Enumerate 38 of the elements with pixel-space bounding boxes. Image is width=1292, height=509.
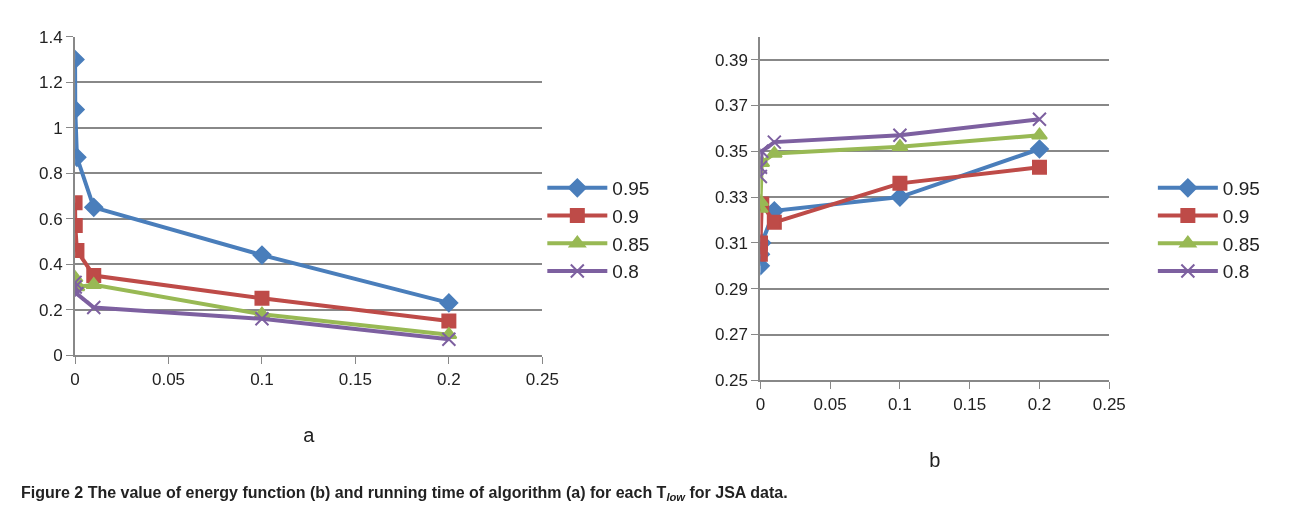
y-tick-label: 0.27 xyxy=(714,325,748,345)
y-tick-label: 0.39 xyxy=(714,50,748,70)
x-tick-label: 0 xyxy=(755,394,766,414)
legend-label: 0.8 xyxy=(1222,261,1250,283)
y-tick-label: 0.37 xyxy=(714,96,748,116)
y-tick-label: 0.29 xyxy=(714,279,748,299)
x-tick-label: 0.15 xyxy=(338,369,372,389)
x-tick-label: 0.05 xyxy=(151,369,186,389)
x-tick-label: 0.25 xyxy=(525,369,559,389)
x-tick-label: 0.1 xyxy=(250,369,274,389)
legend-label: 0.8 xyxy=(612,261,639,283)
caption: Figure 2 The value of energy function (b) and running time of algorithm (a) for each T$_{low}$ for JSA data. xyxy=(21,484,788,504)
y-tick-label: 1 xyxy=(53,118,63,138)
legend-label: 0.85 xyxy=(1222,233,1260,255)
x-axis-title: a xyxy=(303,423,316,446)
x-tick-label: 0.05 xyxy=(813,394,847,414)
legend-label: 0.95 xyxy=(612,178,650,200)
y-tick-label: 0.4 xyxy=(39,255,63,275)
y-tick-label: 1.2 xyxy=(39,73,63,93)
x-tick-label: 0.2 xyxy=(437,369,461,389)
x-axis-title: b xyxy=(929,448,941,471)
y-tick-label: 0.31 xyxy=(714,233,748,253)
y-tick-label: 0.33 xyxy=(714,188,748,208)
x-tick-label: 0.15 xyxy=(953,394,987,414)
legend-label: 0.9 xyxy=(612,205,639,227)
y-tick-label: 0 xyxy=(53,346,63,366)
x-tick-label: 0.1 xyxy=(888,394,912,414)
y-tick-label: 1.4 xyxy=(39,27,63,47)
y-tick-label: 0.2 xyxy=(39,300,63,320)
y-tick-label: 0.8 xyxy=(39,164,63,184)
legend-label: 0.95 xyxy=(1222,178,1260,200)
legend-label: 0.9 xyxy=(1222,205,1250,227)
x-tick-label: 0 xyxy=(70,369,80,389)
y-tick-label: 0.35 xyxy=(714,142,748,162)
x-tick-label: 0.2 xyxy=(1027,394,1052,414)
legend-label: 0.85 xyxy=(612,233,650,255)
y-tick-label: 0.6 xyxy=(39,209,63,229)
x-tick-label: 0.25 xyxy=(1092,394,1126,414)
